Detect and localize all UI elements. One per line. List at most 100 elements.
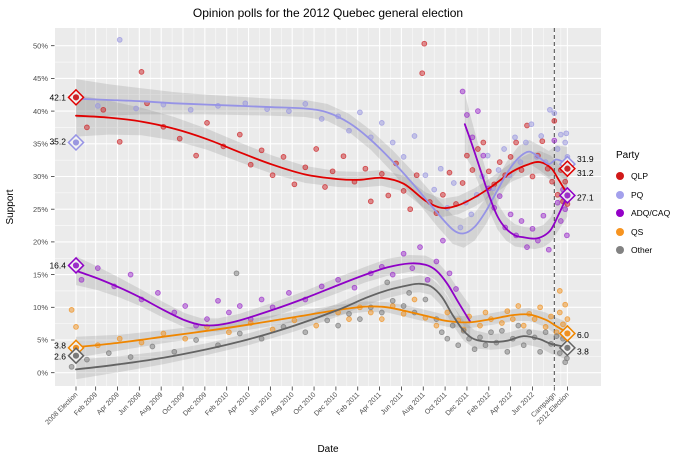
poll-point xyxy=(116,36,123,43)
poll-point xyxy=(378,171,385,177)
poll-point xyxy=(193,152,199,159)
legend-item-pq: PQ xyxy=(616,186,670,205)
poll-point xyxy=(236,131,243,138)
poll-point xyxy=(433,322,440,329)
poll-point xyxy=(127,354,134,360)
result-label: 3.8 xyxy=(577,346,589,356)
plot-panel xyxy=(55,28,601,386)
poll-point xyxy=(440,237,446,244)
poll-point xyxy=(557,131,564,138)
points-QS xyxy=(68,288,571,349)
poll-point xyxy=(446,169,453,176)
poll-point xyxy=(554,191,561,198)
poll-point xyxy=(556,288,563,294)
poll-point xyxy=(409,265,416,271)
trend-QLP xyxy=(75,114,569,209)
poll-point xyxy=(507,211,514,218)
poll-point xyxy=(563,130,570,137)
poll-point xyxy=(562,178,569,185)
x-tick-label: Apr 2011 xyxy=(358,391,383,416)
poll-point xyxy=(477,322,483,329)
poll-point xyxy=(411,296,418,303)
poll-point xyxy=(480,152,487,159)
y-tick-label: 40% xyxy=(33,107,48,116)
poll-point xyxy=(378,309,385,316)
poll-point xyxy=(68,363,75,370)
legend-item-label: PQ xyxy=(631,189,644,200)
y-tick-label: 0% xyxy=(37,368,48,377)
poll-point xyxy=(457,224,464,231)
poll-point xyxy=(482,342,489,349)
y-tick-labels: 0% 5% 10% 15% 20% 25% 30% 35% 40% 45% 50% xyxy=(33,41,48,377)
poll-point xyxy=(531,316,538,322)
poll-point xyxy=(291,317,298,324)
poll-point xyxy=(485,168,492,175)
poll-point xyxy=(540,212,547,219)
legend-title: Party xyxy=(616,150,640,161)
poll-point xyxy=(367,309,374,316)
pq-dot-icon xyxy=(616,190,624,199)
legend-item-other: Other xyxy=(616,241,670,260)
poll-point xyxy=(551,137,558,144)
poll-point xyxy=(286,290,292,296)
poll-point xyxy=(313,322,320,329)
poll-point xyxy=(499,327,505,334)
poll-point xyxy=(204,316,210,322)
result-label: 2.6 xyxy=(54,352,66,362)
poll-point xyxy=(542,324,549,330)
poll-point xyxy=(562,301,569,308)
poll-point xyxy=(302,164,309,171)
result-label: 31.2 xyxy=(577,168,594,178)
poll-point xyxy=(362,165,369,172)
poll-point xyxy=(446,270,453,277)
poll-point xyxy=(523,139,529,146)
poll-point xyxy=(564,355,570,362)
poll-point xyxy=(389,297,396,304)
poll-point xyxy=(518,218,525,224)
chart-title: Opinion polls for the 2012 Quebec genera… xyxy=(192,6,464,20)
poll-point xyxy=(488,329,494,336)
trend-line xyxy=(75,262,472,327)
poll-point xyxy=(496,193,503,199)
poll-point xyxy=(389,271,396,278)
poll-point xyxy=(464,152,470,159)
poll-point xyxy=(346,127,352,134)
poll-point xyxy=(215,297,221,304)
adq-caq-dot-icon xyxy=(616,209,624,218)
election-marker-QLP xyxy=(67,88,85,106)
poll-point xyxy=(226,329,232,336)
poll-point xyxy=(524,244,530,250)
poll-point xyxy=(378,316,385,322)
poll-point xyxy=(187,106,194,113)
poll-point xyxy=(280,154,287,160)
points-Other xyxy=(68,270,571,370)
poll-point xyxy=(556,309,563,316)
poll-point xyxy=(477,334,483,341)
legend-item-adq-caq: ADQ/CAQ xyxy=(616,204,670,223)
points-PQ xyxy=(94,36,571,231)
x-tick-label: Feb 2011 xyxy=(336,391,362,417)
poll-point xyxy=(499,320,505,326)
poll-point xyxy=(322,184,328,190)
poll-point xyxy=(138,69,145,75)
result-label: 3.8 xyxy=(54,340,66,350)
confidence-band-ADQ/CAQ xyxy=(464,92,568,250)
poll-point xyxy=(302,329,309,336)
poll-point xyxy=(556,350,563,356)
poll-point xyxy=(335,322,341,329)
poll-point xyxy=(562,206,569,213)
legend-item-label: QLP xyxy=(631,171,649,182)
x-tick-label: Dec 2010 xyxy=(313,391,339,417)
poll-point xyxy=(127,271,134,278)
poll-point xyxy=(475,108,481,114)
poll-point xyxy=(557,218,564,224)
legend-item-label: Other xyxy=(631,245,653,256)
poll-point xyxy=(389,139,396,146)
qlp-dot-icon xyxy=(616,172,624,181)
poll-point xyxy=(335,276,341,283)
poll-point xyxy=(539,138,546,145)
trend-Other xyxy=(75,282,569,371)
poll-point xyxy=(549,178,555,185)
y-tick-label: 45% xyxy=(33,74,48,83)
